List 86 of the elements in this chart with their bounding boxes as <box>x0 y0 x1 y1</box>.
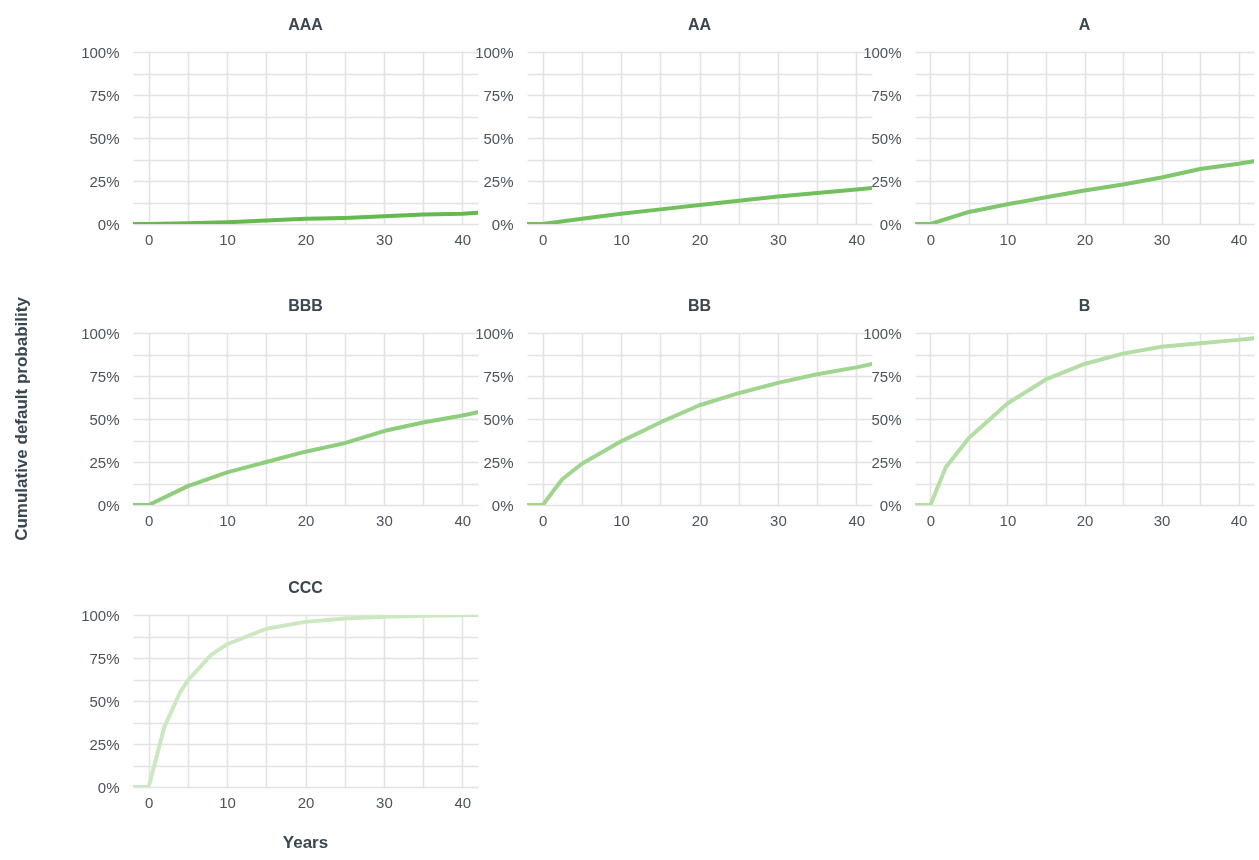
y-tick-label: 50% <box>89 692 120 710</box>
chart-title: BBB <box>288 297 323 314</box>
x-tick-label: 40 <box>454 230 472 248</box>
x-tick-label: 10 <box>999 511 1017 529</box>
x-tick-label: 20 <box>1076 230 1094 248</box>
line-series <box>133 210 478 224</box>
y-tick-label: 100% <box>475 43 514 61</box>
x-tick-label: 30 <box>376 511 393 529</box>
y-tick-label: 0% <box>879 496 902 514</box>
x-tick-label: 20 <box>1076 511 1094 529</box>
y-tick-label: 50% <box>89 129 120 147</box>
x-tick-label: 40 <box>454 793 472 811</box>
y-tick-label: 50% <box>483 129 514 147</box>
x-tick-label: 30 <box>376 230 393 248</box>
chart-title: AAA <box>288 16 324 33</box>
x-tick-label: 30 <box>1153 511 1171 529</box>
x-tick-label: 20 <box>297 511 315 529</box>
x-tick-label: 10 <box>613 511 630 529</box>
x-tick-label: 10 <box>219 230 236 248</box>
y-tick-label: 0% <box>97 496 120 514</box>
y-tick-label: 0% <box>491 496 514 514</box>
x-tick-label: 20 <box>297 793 315 811</box>
x-tick-label: 10 <box>999 230 1017 248</box>
x-tick-label: 40 <box>1230 511 1248 529</box>
y-tick-label: 0% <box>879 215 902 233</box>
y-tick-label: 75% <box>89 649 120 667</box>
x-tick-label: 30 <box>1153 230 1171 248</box>
x-tick-label: 40 <box>1230 230 1248 248</box>
y-tick-label: 100% <box>475 324 514 342</box>
x-tick-label: 20 <box>297 230 315 248</box>
chart-title: B <box>1078 297 1091 314</box>
x-tick-label: 10 <box>219 793 236 811</box>
x-tick-label: 0 <box>926 230 936 248</box>
y-tick-label: 75% <box>871 86 902 104</box>
x-tick-label: 40 <box>848 511 866 529</box>
y-tick-label: 25% <box>89 172 120 190</box>
y-axis-title: Cumulative default probability <box>12 297 32 541</box>
x-tick-label: 30 <box>770 511 787 529</box>
line-series <box>915 159 1254 224</box>
x-tick-label: 40 <box>454 511 472 529</box>
chart-title: CCC <box>288 579 324 596</box>
y-tick-label: 75% <box>89 367 120 385</box>
y-tick-label: 0% <box>97 778 120 796</box>
chart-title: BB <box>687 297 712 314</box>
x-tick-label: 30 <box>376 793 393 811</box>
y-tick-label: 100% <box>81 324 120 342</box>
line-series <box>133 615 478 787</box>
y-tick-label: 25% <box>89 453 120 471</box>
y-tick-label: 50% <box>871 129 902 147</box>
y-tick-label: 100% <box>81 606 120 624</box>
x-tick-label: 40 <box>848 230 866 248</box>
y-tick-label: 25% <box>89 735 120 753</box>
y-tick-label: 25% <box>871 172 902 190</box>
x-axis-title: Years <box>281 833 330 853</box>
x-tick-label: 0 <box>539 511 548 529</box>
x-tick-label: 0 <box>926 511 936 529</box>
y-tick-label: 75% <box>871 367 902 385</box>
x-tick-label: 0 <box>145 230 154 248</box>
x-tick-label: 20 <box>691 230 709 248</box>
y-tick-label: 75% <box>89 86 120 104</box>
line-series <box>915 336 1254 505</box>
y-tick-label: 0% <box>97 215 120 233</box>
y-tick-label: 50% <box>89 410 120 428</box>
y-tick-label: 0% <box>491 215 514 233</box>
x-tick-label: 0 <box>539 230 548 248</box>
line-series <box>527 361 872 505</box>
x-tick-label: 30 <box>770 230 787 248</box>
x-tick-label: 20 <box>691 511 709 529</box>
x-tick-label: 0 <box>145 511 154 529</box>
y-tick-label: 75% <box>483 367 514 385</box>
y-tick-label: 75% <box>483 86 514 104</box>
chart-title: AA <box>687 16 712 33</box>
line-series <box>527 185 872 224</box>
y-tick-label: 25% <box>483 172 514 190</box>
x-tick-label: 0 <box>145 793 154 811</box>
x-tick-label: 10 <box>613 230 630 248</box>
y-tick-label: 100% <box>863 324 902 342</box>
y-tick-label: 50% <box>483 410 514 428</box>
y-tick-label: 50% <box>871 410 902 428</box>
y-tick-label: 100% <box>81 43 120 61</box>
x-tick-label: 10 <box>219 511 236 529</box>
y-tick-label: 100% <box>863 43 902 61</box>
chart-title: A <box>1078 16 1091 33</box>
line-series <box>133 410 478 505</box>
y-tick-label: 25% <box>871 453 902 471</box>
y-tick-label: 25% <box>483 453 514 471</box>
